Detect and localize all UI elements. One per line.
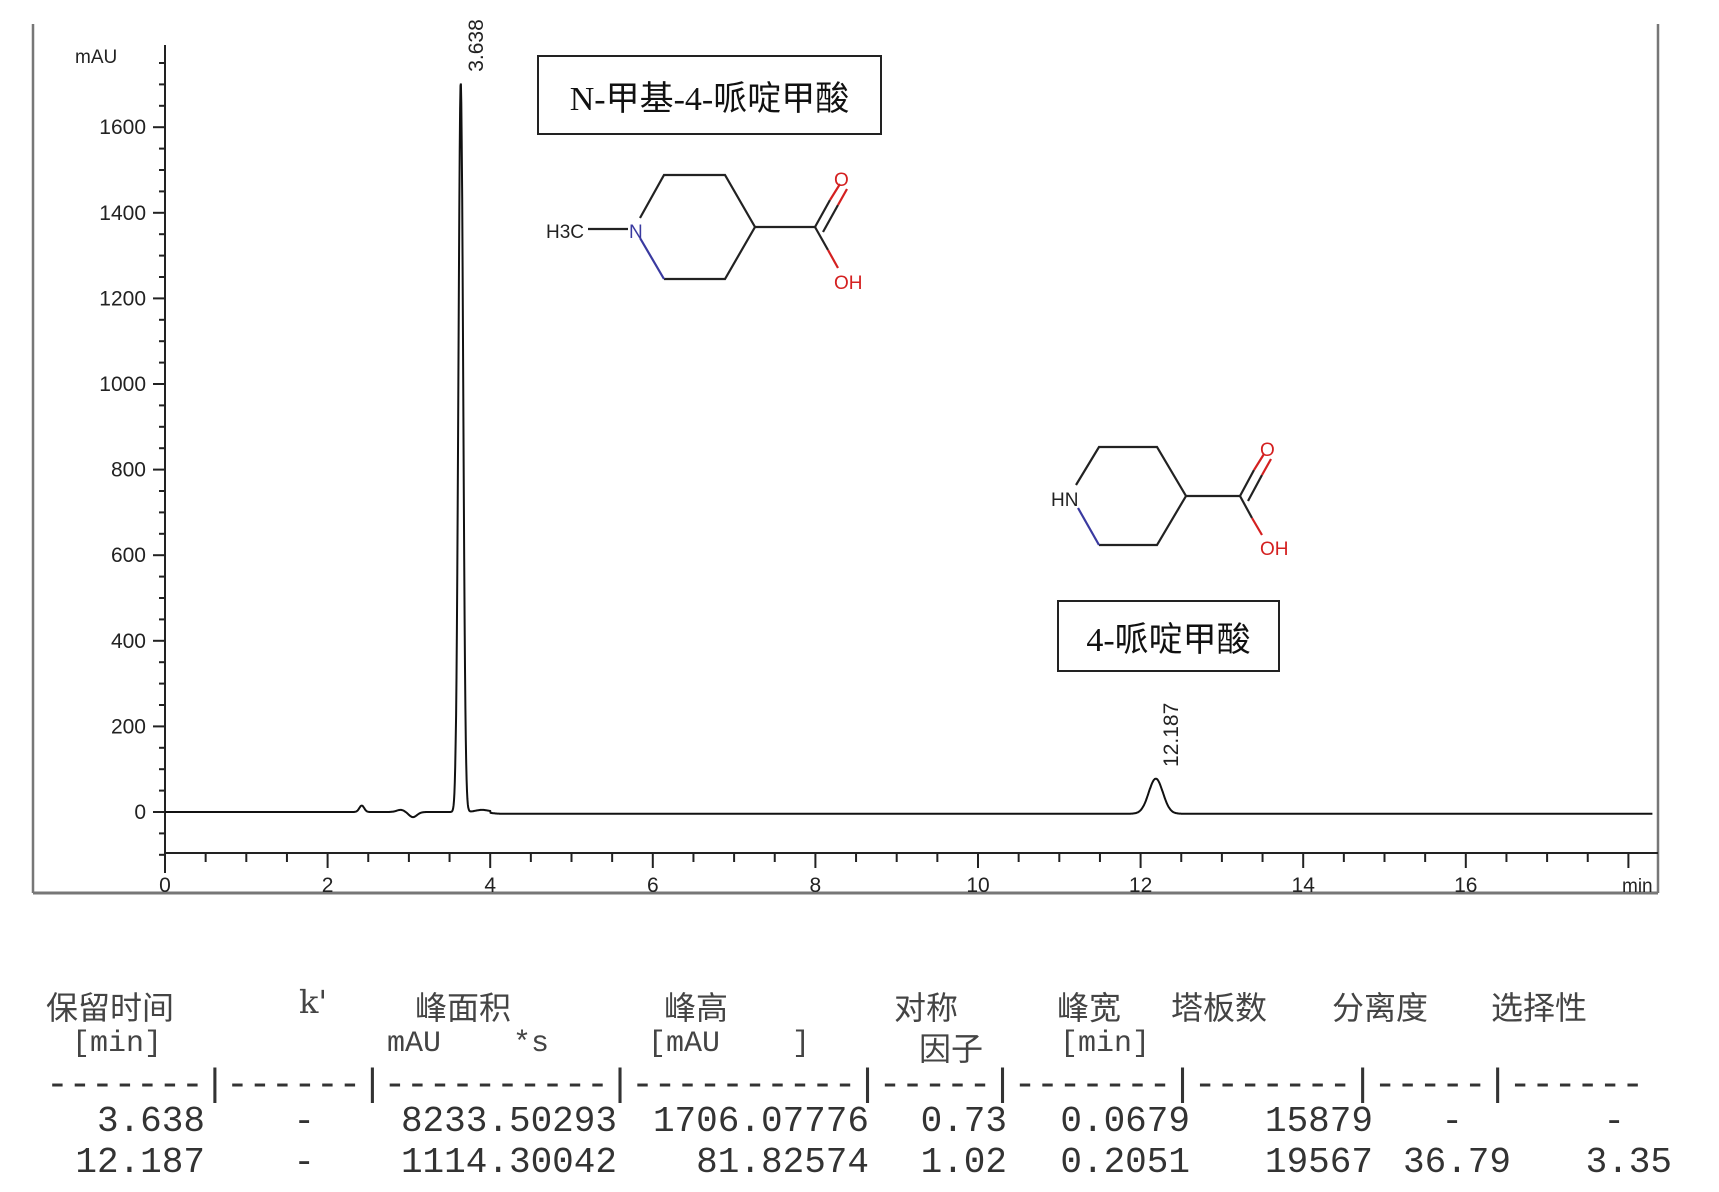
header-plates: 塔板数 <box>1171 989 1268 1027</box>
chromatogram-chart: mAU min 0 200 400 600 800 1000 1200 1400 1600 0 2… <box>31 19 1660 897</box>
cell-peak-area: 1114.30042 <box>400 1142 617 1183</box>
unit-area: mAU *s <box>387 1027 550 1061</box>
compound-name-1: N-甲基-4-哌啶甲酸 <box>569 80 850 118</box>
cell-peak-height: 81.82574 <box>696 1142 869 1183</box>
header-peak-height: 峰高 <box>664 989 729 1027</box>
h3c-label: H3C <box>546 222 584 243</box>
x-tick-label: 0 <box>159 874 171 897</box>
y-tick-label: 1200 <box>99 287 146 310</box>
y-tick-label: 200 <box>111 715 146 738</box>
table-separator: -------|------|----------|----------|---… <box>46 1064 1644 1107</box>
unit-factor: 因子 <box>919 1030 984 1068</box>
oxygen-label: O <box>834 170 849 191</box>
x-tick-label: 2 <box>322 874 334 897</box>
cell-symmetry: 1.02 <box>920 1142 1007 1183</box>
y-tick-label: 0 <box>134 801 146 824</box>
header-k: k' <box>299 983 328 1021</box>
cell-k-prime: - <box>293 1101 315 1142</box>
compound-label-box-1: N-甲基-4-哌啶甲酸 <box>537 55 882 135</box>
unit-height: [mAU ] <box>648 1027 811 1061</box>
cell-plates: 19567 <box>1264 1142 1373 1183</box>
cell-peak-area: 8233.50293 <box>400 1101 617 1142</box>
x-axis-label: min <box>1622 876 1653 897</box>
header-selectivity: 选择性 <box>1491 989 1588 1027</box>
compound-label-box-2: 4-哌啶甲酸 <box>1057 600 1280 672</box>
oxygen-label-2: O <box>1260 440 1275 461</box>
nitrogen-label: N <box>629 222 643 243</box>
cell-retention-time: 12.187 <box>75 1142 205 1183</box>
y-tick-label: 800 <box>111 459 146 482</box>
x-tick-label: 10 <box>966 874 989 897</box>
nh-label: HN <box>1051 490 1078 511</box>
structure-n-methyl-piperidine-carboxylic-acid <box>588 173 848 281</box>
y-axis-label: mAU <box>75 47 117 68</box>
y-tick-label: 1600 <box>99 116 146 139</box>
cell-k-prime: - <box>293 1142 315 1183</box>
header-retention-time: 保留时间 <box>46 989 175 1027</box>
header-peak-area: 峰面积 <box>415 989 512 1027</box>
chromatogram-trace <box>165 83 1653 819</box>
cell-resolution: 36.79 <box>1402 1142 1511 1183</box>
x-tick-label: 16 <box>1454 874 1477 897</box>
cell-selectivity: 3.35 <box>1585 1142 1672 1183</box>
cell-peak-width: 0.2051 <box>1060 1142 1190 1183</box>
y-tick-label: 1400 <box>99 202 146 225</box>
cell-plates: 15879 <box>1264 1101 1373 1142</box>
header-peak-width: 峰宽 <box>1057 989 1122 1027</box>
peak-label: 12.187 <box>1160 703 1183 767</box>
y-tick-label: 600 <box>111 544 146 567</box>
x-tick-label: 6 <box>647 874 659 897</box>
unit-min: [min] <box>72 1027 163 1061</box>
x-tick-label: 8 <box>810 874 822 897</box>
structure-piperidine-carboxylic-acid <box>1075 445 1272 547</box>
y-tick-label: 400 <box>111 630 146 653</box>
y-tick-label: 1000 <box>99 373 146 396</box>
x-tick-label: 4 <box>484 874 496 897</box>
x-tick-label: 14 <box>1292 874 1316 897</box>
hydroxyl-label: OH <box>834 273 863 294</box>
header-symmetry: 对称 <box>894 989 959 1027</box>
cell-symmetry: 0.73 <box>920 1101 1007 1142</box>
compound-name-2: 4-哌啶甲酸 <box>1086 621 1251 659</box>
x-tick-label: 12 <box>1129 874 1152 897</box>
header-resolution: 分离度 <box>1332 989 1429 1027</box>
cell-retention-time: 3.638 <box>96 1101 205 1142</box>
cell-resolution: - <box>1441 1101 1463 1142</box>
unit-width-min: [min] <box>1060 1027 1151 1061</box>
cell-selectivity: - <box>1603 1101 1625 1142</box>
cell-peak-height: 1706.07776 <box>652 1101 869 1142</box>
cell-peak-width: 0.0679 <box>1060 1101 1190 1142</box>
peak-label: 3.638 <box>465 19 488 72</box>
hydroxyl-label-2: OH <box>1260 539 1289 560</box>
